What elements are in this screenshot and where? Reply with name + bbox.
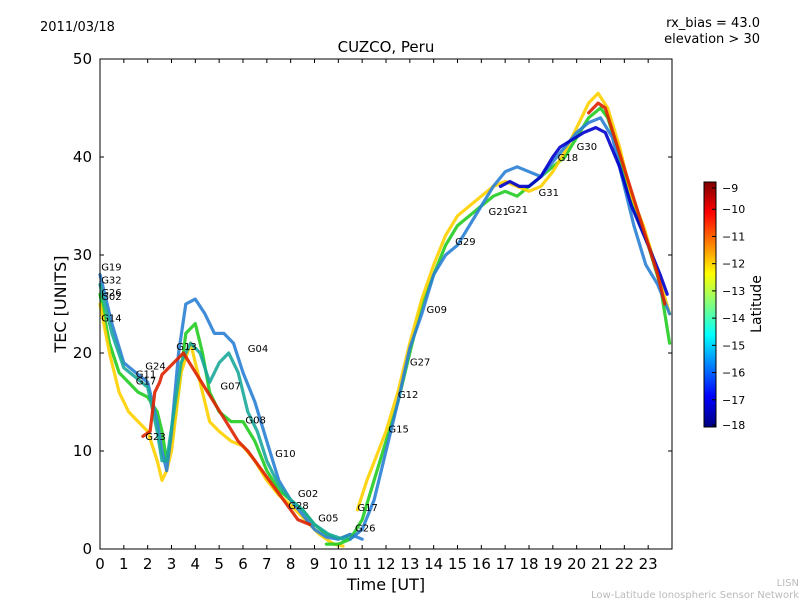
satellite-label: G26 — [355, 523, 375, 534]
series-night-C — [98, 273, 364, 541]
x-tick-label: 16 — [472, 555, 491, 573]
x-tick-label: 19 — [543, 555, 562, 573]
x-tick-label: 20 — [567, 555, 586, 573]
x-tick-label: 3 — [167, 555, 177, 573]
series-day-D — [498, 126, 669, 296]
satellite-label: G27 — [410, 358, 430, 369]
x-tick-label: 17 — [496, 555, 515, 573]
x-tick-label: 23 — [639, 555, 658, 573]
x-tick-label: 15 — [448, 555, 467, 573]
satellite-label: G30 — [577, 142, 597, 153]
y-tick-label: 0 — [82, 540, 92, 558]
y-tick-label: 10 — [73, 442, 92, 460]
colorbar-tick-label: −18 — [722, 419, 745, 432]
satellite-label: G24 — [145, 362, 165, 373]
satellite-label: G05 — [318, 514, 338, 525]
satellite-label: G02 — [101, 292, 121, 303]
satellite-label: G28 — [288, 501, 308, 512]
satellite-label: G26 — [101, 288, 121, 299]
x-tick-label: 6 — [238, 555, 248, 573]
series-night-D — [98, 282, 355, 541]
colorbar-tick-label: −12 — [722, 258, 745, 271]
colorbar-tick-label: −15 — [722, 339, 745, 352]
x-tick-label: 10 — [329, 555, 348, 573]
network-label: Low-Latitude Ionospheric Sensor Network — [591, 590, 799, 600]
x-tick-label: 9 — [310, 555, 320, 573]
y-axis-label: TEC [UNITS] — [51, 256, 70, 354]
colorbar-tick-label: −17 — [722, 394, 745, 407]
x-tick-label: 2 — [143, 555, 153, 573]
y-tick-label: 40 — [73, 148, 92, 166]
x-tick-label: 7 — [262, 555, 272, 573]
satellite-label: G15 — [388, 424, 408, 435]
colorbar-label: Latitude — [749, 275, 765, 333]
satellite-label: G29 — [455, 237, 475, 248]
colorbar-tick-label: −9 — [722, 182, 738, 195]
lisn-label: LISN — [777, 578, 799, 589]
satellite-label: G13 — [176, 342, 196, 353]
x-tick-label: 18 — [519, 555, 538, 573]
y-tick-label: 50 — [73, 50, 92, 68]
x-tick-label: 5 — [214, 555, 224, 573]
satellite-label: G32 — [101, 275, 121, 286]
satellite-label: G17 — [136, 376, 156, 387]
series-night-A — [98, 292, 352, 541]
y-tick-label: 20 — [73, 344, 92, 362]
satellite-label: G08 — [245, 416, 265, 427]
colorbar-tick-label: −14 — [722, 312, 745, 325]
satellite-label: G12 — [398, 390, 418, 401]
plot-series — [98, 91, 672, 548]
x-tick-label: 21 — [591, 555, 610, 573]
y-axis: 0 10 20 30 40 50 — [73, 50, 672, 558]
satellite-label: G23 — [145, 432, 165, 443]
x-tick-label: 11 — [353, 555, 372, 573]
colorbar — [703, 181, 717, 428]
rx-bias-label: rx_bias = 43.0 — [666, 16, 760, 31]
colorbar-ticks: −9 −10 −11 −12 −13 −14 −15 −16 −17 −18 — [712, 182, 745, 432]
satellite-label: G18 — [558, 153, 578, 164]
satellite-label: G21 — [488, 207, 508, 218]
satellite-label: G11 — [136, 370, 156, 381]
colorbar-tick-label: −11 — [722, 230, 745, 243]
x-tick-label: 0 — [95, 555, 105, 573]
satellite-label: G31 — [539, 188, 559, 199]
satellite-label: G04 — [248, 344, 268, 355]
satellite-label: G09 — [427, 305, 447, 316]
x-tick-label: 12 — [376, 555, 395, 573]
x-axis-label: Time [UT] — [346, 575, 425, 594]
x-tick-label: 8 — [286, 555, 296, 573]
satellite-label: G17 — [357, 503, 377, 514]
satellite-label: G10 — [275, 449, 295, 460]
satellite-label: G07 — [220, 381, 240, 392]
chart-title: CUZCO, Peru — [338, 38, 435, 56]
colorbar-tick-label: −13 — [722, 285, 745, 298]
satellite-label: G21 — [508, 205, 528, 216]
elevation-label: elevation > 30 — [664, 32, 760, 47]
satellite-label: G19 — [101, 263, 121, 274]
x-tick-label: 14 — [424, 555, 443, 573]
series-night-E — [141, 351, 312, 527]
x-tick-label: 22 — [615, 555, 634, 573]
x-tick-label: 1 — [119, 555, 129, 573]
series-day-E — [587, 101, 667, 306]
series-day-B — [355, 91, 672, 512]
x-tick-label: 13 — [400, 555, 419, 573]
date-label: 2011/03/18 — [40, 20, 115, 35]
colorbar-tick-label: −16 — [722, 367, 745, 380]
x-axis: 0 1 2 3 4 5 6 7 8 9 10 11 12 13 14 15 16 17 18 19 20 21 22 23 — [95, 59, 658, 573]
x-tick-label: 4 — [191, 555, 201, 573]
satellite-label: G02 — [298, 489, 318, 500]
y-tick-label: 30 — [73, 246, 92, 264]
satellite-label: G14 — [101, 314, 121, 325]
colorbar-tick-label: −10 — [722, 203, 745, 216]
